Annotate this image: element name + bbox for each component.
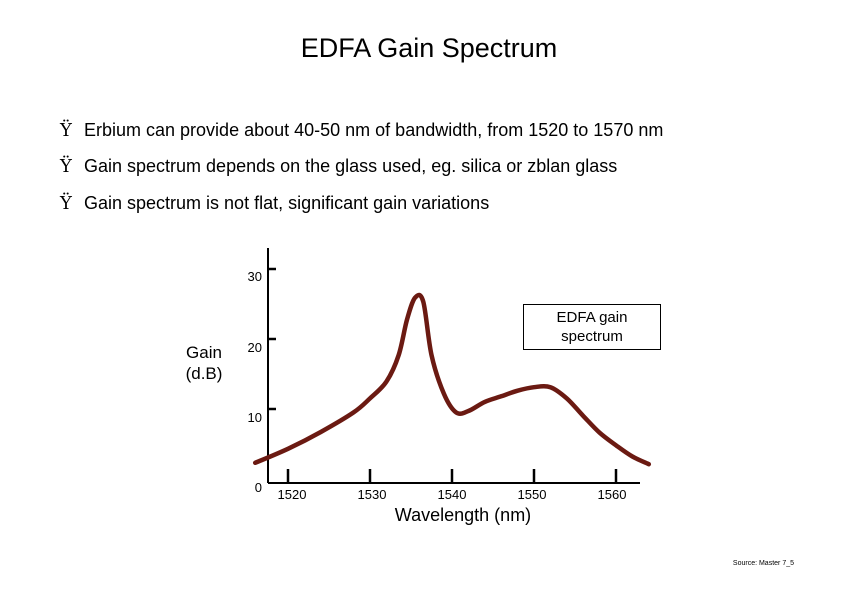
bullet-text: Erbium can provide about 40-50 nm of ban… [84,120,664,140]
y-axis-label: Gain (d.B) [178,342,230,384]
bullet-item: Ÿ Gain spectrum depends on the glass use… [60,156,617,177]
bullet-marker: Ÿ [60,120,72,141]
x-tick-label: 1550 [517,487,547,502]
y-tick-label: 20 [247,340,262,355]
x-tick-label: 1560 [597,487,627,502]
gain-spectrum-curve [252,292,652,467]
bullet-text: Gain spectrum depends on the glass used,… [84,156,618,176]
bullet-text: Gain spectrum is not flat, significant g… [84,193,490,213]
y-tick-label: 10 [247,410,262,425]
legend: EDFA gain spectrum [523,304,661,350]
source-note: Source: Master 7_5 [732,560,794,567]
x-tick-label: 1530 [357,487,387,502]
bullet-item: Ÿ Gain spectrum is not flat, significant… [60,193,489,214]
bullet-marker: Ÿ [60,193,72,214]
legend-label-line: EDFA gain [556,309,628,326]
x-tick-label: 1540 [437,487,467,502]
y-tick-label: 30 [247,269,262,284]
y-tick-label: 0 [254,480,262,495]
y-axis-label-line: Gain [186,343,222,362]
legend-label-line: spectrum [561,328,623,345]
bullet-item: Ÿ Erbium can provide about 40-50 nm of b… [60,120,663,141]
x-axis-label: Wavelength (nm) [394,505,532,525]
x-tick-label: 1520 [277,487,307,502]
page-title: EDFA Gain Spectrum [300,33,558,63]
y-axis-label-line: (d.B) [185,364,223,383]
bullet-marker: Ÿ [60,156,72,177]
